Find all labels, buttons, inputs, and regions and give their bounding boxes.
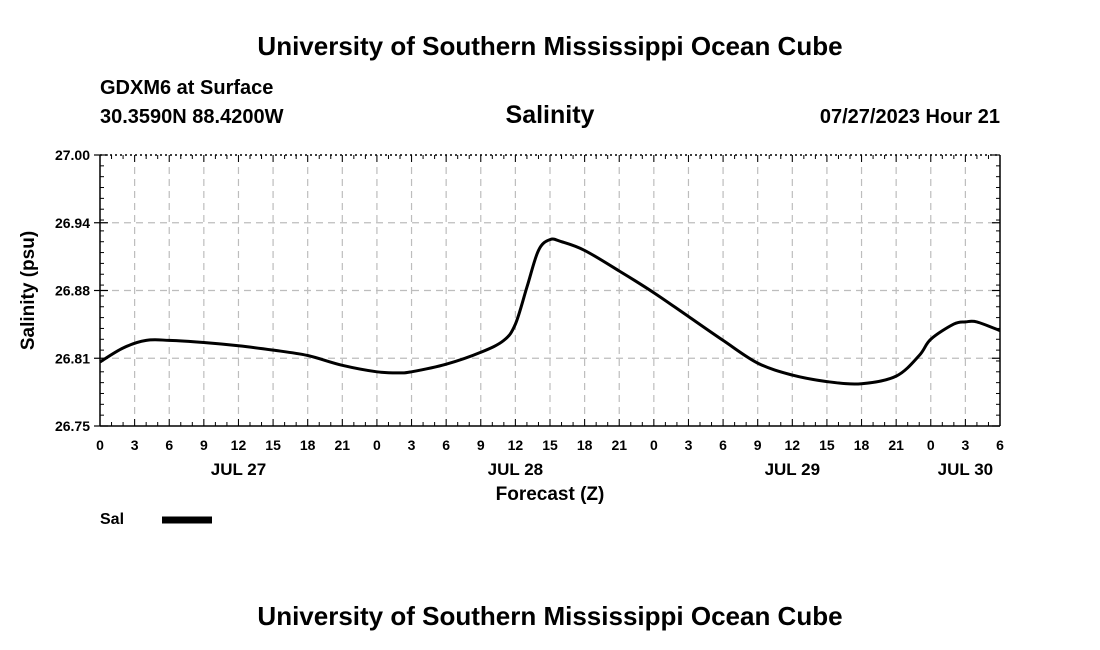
x-tick-label: 3 (685, 437, 693, 453)
x-tick-label: 3 (408, 437, 416, 453)
x-tick-label: 9 (200, 437, 208, 453)
grid-lines (100, 155, 1000, 426)
x-tick-label: 21 (335, 437, 351, 453)
x-tick-label: 6 (996, 437, 1004, 453)
x-tick-label: 0 (96, 437, 104, 453)
x-axis-title: Forecast (Z) (496, 484, 605, 505)
x-tick-label: 9 (754, 437, 762, 453)
forecast-datetime: 07/27/2023 Hour 21 (819, 106, 1000, 128)
x-tick-label: 18 (854, 437, 870, 453)
x-tick-label: 9 (477, 437, 485, 453)
x-tick-label: 12 (785, 437, 801, 453)
station-label: GDXM6 at Surface (100, 77, 274, 99)
legend: Sal (100, 511, 212, 528)
chart-header-title: University of Southern Mississippi Ocean… (257, 31, 843, 61)
x-tick-label: 18 (577, 437, 593, 453)
chart-title: Salinity (505, 101, 595, 129)
station-coordinates: 30.3590N 88.4200W (100, 106, 284, 128)
x-tick-label: 12 (508, 437, 524, 453)
y-tick-label: 26.88 (55, 283, 90, 299)
series-line-sal (99, 237, 1001, 386)
x-tick-label: 21 (611, 437, 627, 453)
x-tick-label: 12 (231, 437, 247, 453)
chart-footer-title: University of Southern Mississippi Ocean… (257, 601, 843, 631)
x-tick-label: 0 (650, 437, 658, 453)
x-tick-label: 0 (373, 437, 381, 453)
x-tick-label: 6 (165, 437, 173, 453)
legend-label: Sal (100, 511, 124, 528)
y-tick-label: 26.81 (55, 350, 90, 366)
x-tick-label: 18 (300, 437, 316, 453)
day-label: JUL 30 (938, 460, 993, 479)
y-tick-label: 26.94 (55, 215, 90, 231)
day-label: JUL 28 (488, 460, 543, 479)
x-tick-label: 6 (719, 437, 727, 453)
x-tick-label: 15 (819, 437, 835, 453)
x-tick-label: 0 (927, 437, 935, 453)
x-tick-label: 15 (542, 437, 558, 453)
day-label: JUL 27 (211, 460, 266, 479)
y-axis-title: Salinity (psu) (18, 231, 39, 350)
x-tick-label: 3 (131, 437, 139, 453)
y-tick-label: 27.00 (55, 147, 90, 163)
series-layer (99, 237, 1001, 386)
x-tick-label: 3 (961, 437, 969, 453)
y-tick-label: 26.75 (55, 418, 90, 434)
axes (94, 154, 1001, 427)
day-label: JUL 29 (765, 460, 820, 479)
axis-labels: 26.75 26.81 26.88 26.94 27.00 0 3 6 9 12 15 18 21 0 3 6… (18, 147, 1004, 505)
x-tick-label: 6 (442, 437, 450, 453)
x-tick-label: 15 (265, 437, 281, 453)
x-tick-label: 21 (888, 437, 904, 453)
